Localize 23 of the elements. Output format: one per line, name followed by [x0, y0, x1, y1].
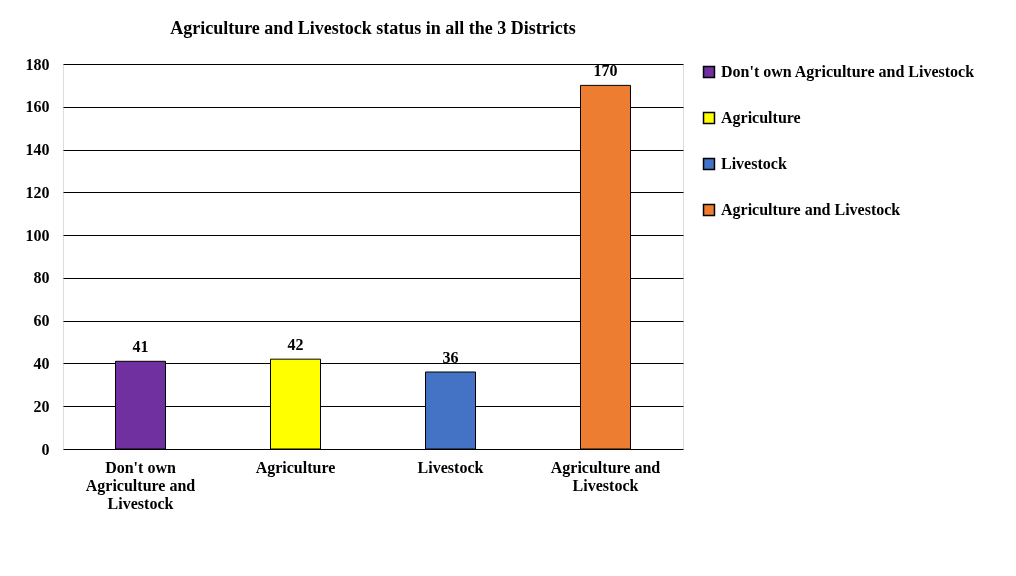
y-tick-label: 180 — [25, 55, 50, 73]
data-label: 170 — [593, 62, 618, 80]
data-label: 42 — [287, 336, 304, 354]
legend-label: Agriculture — [721, 109, 801, 127]
x-tick-label: Agriculture and Livestock — [550, 458, 661, 494]
y-tick-label: 160 — [25, 98, 50, 116]
data-label: 36 — [442, 349, 459, 366]
legend-label: Don't own Agriculture and Livestock — [721, 63, 975, 81]
y-tick-label: 100 — [25, 226, 50, 244]
x-tick-label: Livestock — [417, 458, 484, 476]
y-tick-label: 140 — [25, 141, 50, 159]
legend-label: Agriculture and Livestock — [721, 201, 901, 219]
x-tick-label: Don't own Agriculture and Livestock — [85, 458, 196, 512]
y-tick-label: 0 — [41, 440, 50, 458]
chart-title: Agriculture and Livestock status in all the 3 Districts — [170, 18, 576, 38]
y-tick-label: 20 — [33, 397, 50, 415]
y-tick-label: 60 — [33, 312, 50, 330]
legend-label: Livestock — [721, 155, 787, 172]
x-tick-label: Agriculture — [255, 458, 336, 477]
y-tick-label: 80 — [33, 269, 50, 287]
data-label: 41 — [132, 338, 149, 356]
y-tick-label: 120 — [25, 183, 50, 201]
y-tick-label: 40 — [33, 354, 50, 372]
